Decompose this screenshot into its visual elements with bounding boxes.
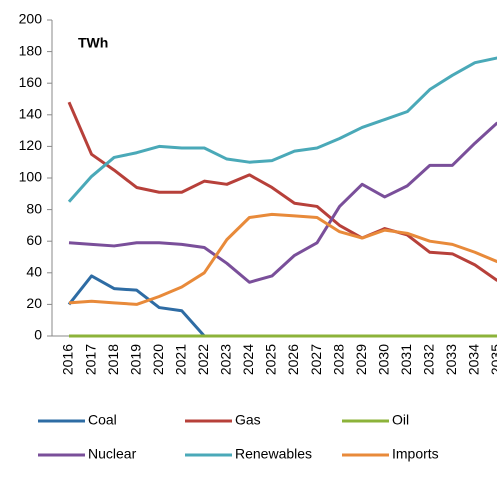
- x-tick-label: 2030: [375, 344, 391, 375]
- y-tick-label: 80: [26, 200, 42, 216]
- legend-label: Oil: [392, 412, 409, 428]
- x-tick-label: 2017: [82, 344, 98, 375]
- x-tick-label: 2023: [218, 344, 234, 375]
- x-tick-label: 2026: [285, 344, 301, 375]
- y-tick-label: 100: [19, 169, 43, 185]
- y-tick-label: 140: [19, 106, 43, 122]
- y-tick-label: 20: [26, 295, 42, 311]
- x-tick-label: 2028: [330, 344, 346, 375]
- series-line: [68, 212, 497, 306]
- y-tick-label: 120: [19, 137, 43, 153]
- legend-label: Renewables: [235, 446, 312, 462]
- x-tick-label: 2029: [353, 344, 369, 375]
- x-tick-label: 2025: [263, 344, 279, 375]
- legend-label: Nuclear: [88, 446, 137, 462]
- x-tick-label: 2016: [60, 344, 76, 375]
- x-tick-label: 2019: [127, 344, 143, 375]
- x-tick-label: 2035: [488, 344, 497, 375]
- x-tick-label: 2031: [398, 344, 414, 375]
- x-tick-label: 2027: [308, 344, 324, 375]
- legend-label: Gas: [235, 412, 261, 428]
- y-tick-label: 60: [26, 232, 42, 248]
- x-tick-label: 2020: [150, 344, 166, 375]
- y-tick-label: 160: [19, 74, 43, 90]
- y-tick-label: 200: [19, 11, 43, 27]
- y-tick-label: 0: [34, 327, 42, 343]
- legend-label: Coal: [88, 412, 117, 428]
- x-tick-label: 2034: [466, 344, 482, 375]
- x-tick-label: 2024: [240, 344, 256, 375]
- x-tick-label: 2018: [105, 344, 121, 375]
- series-line: [67, 101, 497, 282]
- series-line: [68, 121, 497, 284]
- x-tick-label: 2022: [195, 344, 211, 375]
- unit-label: TWh: [78, 35, 108, 51]
- legend-label: Imports: [392, 446, 439, 462]
- y-tick-label: 180: [19, 42, 43, 58]
- x-tick-label: 2033: [443, 344, 459, 375]
- series-line: [67, 56, 497, 203]
- series-line: [67, 274, 497, 338]
- x-tick-label: 2021: [172, 344, 188, 375]
- x-tick-label: 2032: [421, 344, 437, 375]
- y-tick-label: 40: [26, 264, 42, 280]
